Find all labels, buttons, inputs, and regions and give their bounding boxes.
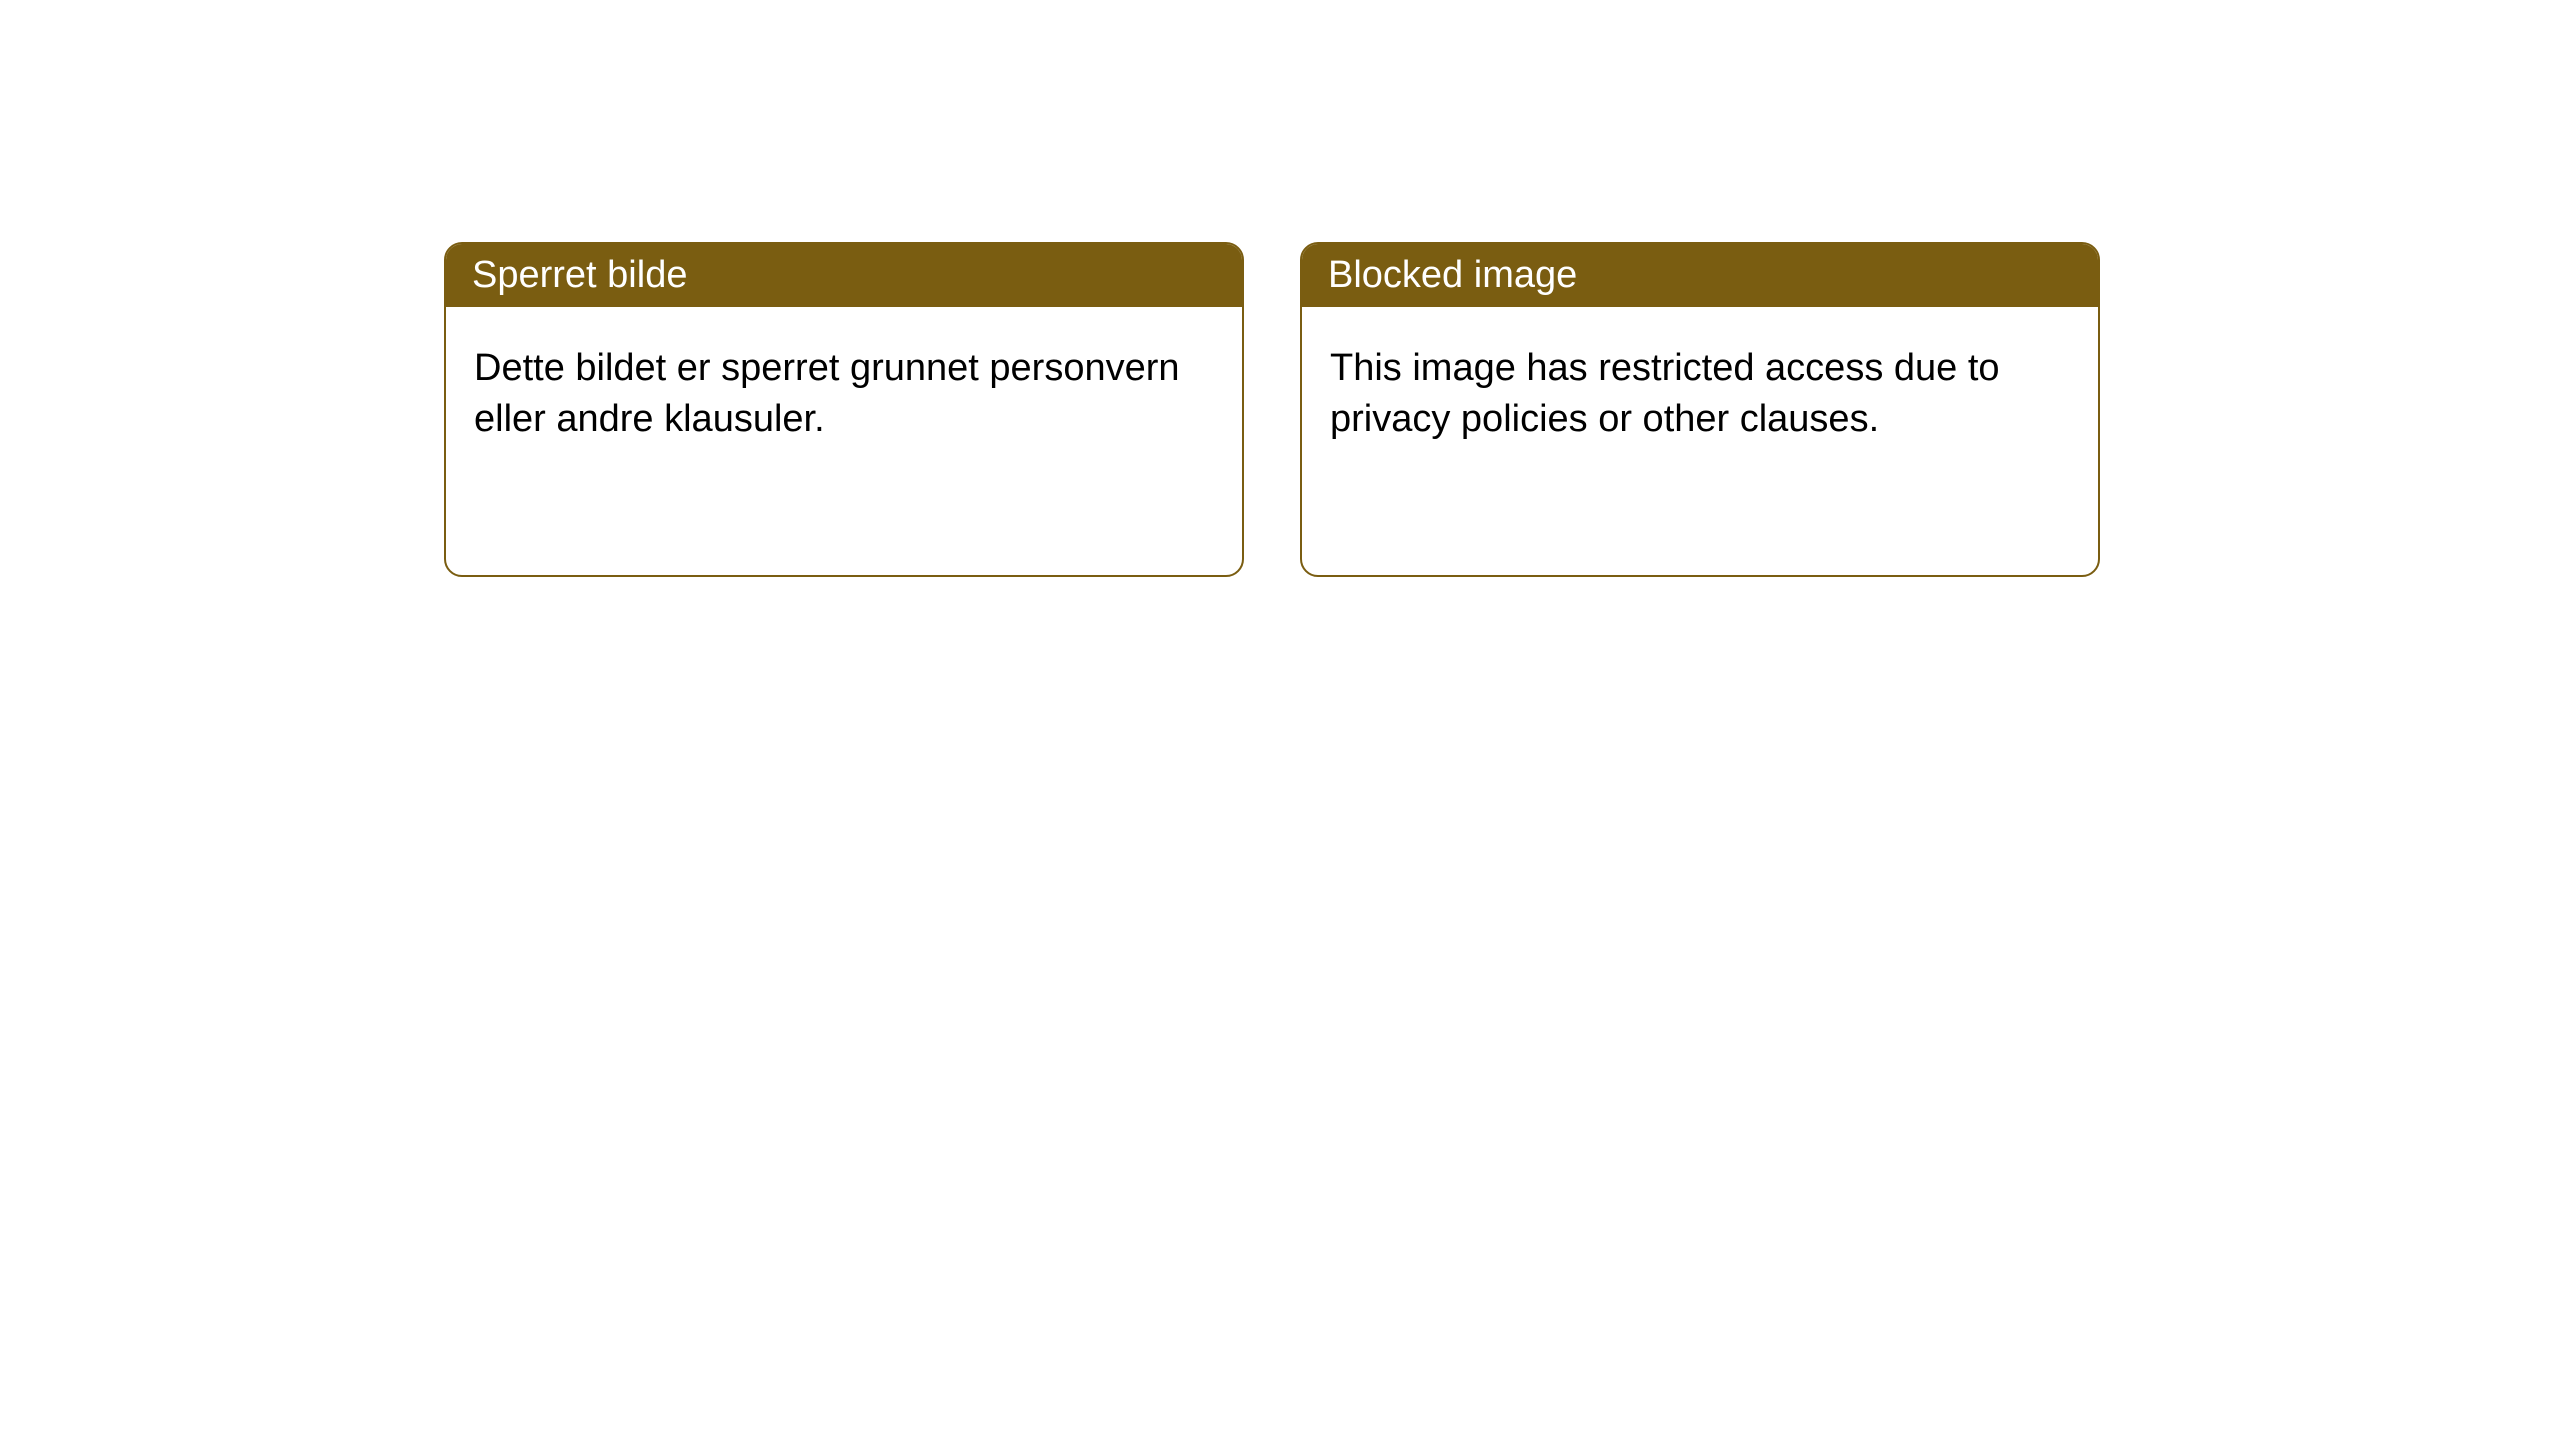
card-body: Dette bildet er sperret grunnet personve… — [446, 307, 1242, 575]
notice-cards-container: Sperret bilde Dette bildet er sperret gr… — [444, 242, 2100, 577]
card-title: Sperret bilde — [446, 244, 1242, 307]
card-title: Blocked image — [1302, 244, 2098, 307]
card-body: This image has restricted access due to … — [1302, 307, 2098, 575]
notice-card-norwegian: Sperret bilde Dette bildet er sperret gr… — [444, 242, 1244, 577]
notice-card-english: Blocked image This image has restricted … — [1300, 242, 2100, 577]
